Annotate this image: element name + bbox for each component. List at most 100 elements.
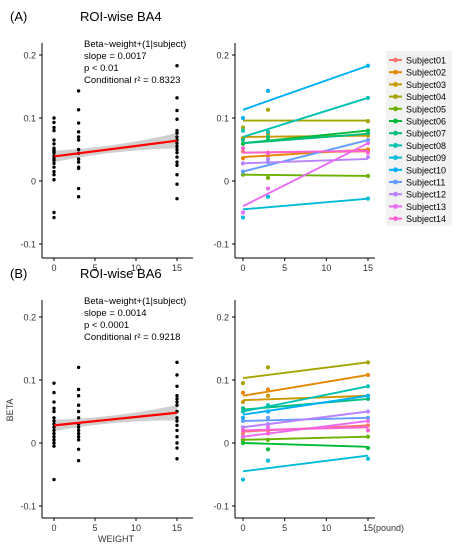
x-tick-label: 10: [321, 263, 331, 273]
legend-label: Subject13: [406, 202, 446, 212]
data-point: [175, 403, 179, 407]
series-line-subject13: [242, 142, 369, 208]
series-line-subject14: [242, 426, 369, 432]
data-point: [175, 397, 179, 401]
data-point: [76, 135, 81, 139]
series-line-subject09: [242, 197, 369, 211]
data-point: [175, 147, 179, 152]
data-point: [175, 160, 179, 164]
data-point: [52, 400, 56, 404]
legend-label: Subject06: [406, 117, 446, 127]
x-tick-label: 10: [131, 263, 141, 273]
legend-label: Subject14: [406, 214, 446, 224]
stats-annotation: Beta~weight+(1|subject): [84, 39, 186, 50]
data-point: [76, 147, 81, 152]
data-point: [175, 128, 179, 133]
data-point: [175, 182, 179, 186]
legend-label: Subject07: [406, 129, 446, 139]
data-point: [52, 477, 56, 482]
legend-box: [386, 51, 452, 226]
series-line-subject11: [242, 139, 369, 173]
series-point-subject03: [240, 399, 246, 405]
x-unit-suffix: (pound): [373, 523, 404, 533]
data-point: [76, 416, 81, 420]
stats-annotation: Conditional r² = 0.8323: [84, 75, 180, 86]
series-point-subject02: [240, 390, 246, 395]
series-point-subject12: [265, 156, 271, 162]
data-point: [76, 425, 81, 429]
x-tick-label: 0: [240, 263, 245, 273]
data-point: [76, 365, 81, 370]
series-point-subject11: [365, 137, 371, 143]
data-point: [175, 117, 179, 121]
data-point: [175, 400, 179, 404]
series-point-subject08: [365, 384, 371, 389]
data-point: [76, 394, 81, 398]
data-point: [175, 435, 179, 439]
series-point-subject14: [240, 428, 246, 433]
x-tick-label: 15: [172, 523, 182, 533]
series-point-subject14: [365, 150, 371, 155]
y-tick-label: 0.2: [216, 313, 229, 323]
data-point: [175, 196, 179, 201]
x-tick-label: 5: [282, 523, 287, 533]
x-tick-label: 0: [51, 263, 56, 273]
series-point-subject05: [265, 437, 271, 442]
series-point-subject09: [265, 194, 271, 199]
series-line-subject12: [242, 158, 369, 165]
legend-label: Subject09: [406, 153, 446, 163]
series-point-subject11: [240, 169, 246, 174]
data-point: [52, 120, 56, 125]
data-point: [175, 155, 179, 159]
series-point-subject02: [365, 372, 371, 378]
y-axis-title: BETA: [5, 399, 15, 422]
fit-line: [53, 139, 178, 158]
y-tick-label: 0.1: [216, 114, 229, 124]
series-line-subject08: [242, 385, 369, 413]
legend-label: Subject12: [406, 190, 446, 200]
data-point: [175, 96, 179, 100]
series-point-subject09: [365, 196, 371, 201]
data-point: [76, 447, 81, 451]
series-point-subject03: [265, 393, 271, 398]
series-point-subject13: [365, 141, 371, 146]
legend-label: Subject08: [406, 141, 446, 151]
series-line-subject04: [242, 361, 369, 380]
y-tick-label: -0.1: [20, 502, 36, 512]
data-point: [52, 158, 56, 162]
series-point-subject13: [265, 186, 271, 191]
series-point-subject10: [265, 409, 271, 414]
data-point: [52, 128, 56, 133]
series-point-subject07: [265, 134, 271, 139]
data-point: [175, 108, 179, 113]
data-point: [52, 169, 56, 174]
legend-label: Subject11: [406, 178, 445, 188]
series-line-subject10: [242, 394, 369, 416]
data-point: [52, 444, 56, 448]
data-point: [175, 423, 179, 428]
legend-key-point: [393, 82, 398, 87]
x-tick-label: 10: [321, 523, 331, 533]
data-point: [52, 438, 56, 442]
data-point: [52, 416, 56, 420]
data-point: [76, 409, 81, 414]
data-point: [175, 419, 179, 423]
data-point: [52, 138, 56, 142]
series-point-subject09: [265, 458, 271, 463]
data-point: [52, 419, 56, 423]
series-point-subject10: [240, 115, 246, 121]
data-point: [52, 215, 56, 220]
y-tick-label: -0.1: [213, 502, 229, 512]
x-tick-label: 15: [172, 263, 182, 273]
data-point: [52, 142, 56, 146]
data-point: [52, 381, 56, 385]
series-point-subject05: [365, 434, 371, 439]
series-line-subject08: [242, 96, 369, 138]
legend-key-point: [393, 179, 398, 185]
data-point: [76, 431, 81, 436]
stats-annotation: slope = 0.0014: [84, 308, 147, 319]
stats-annotation: p < 0.0001: [84, 320, 129, 331]
data-point: [52, 178, 56, 182]
